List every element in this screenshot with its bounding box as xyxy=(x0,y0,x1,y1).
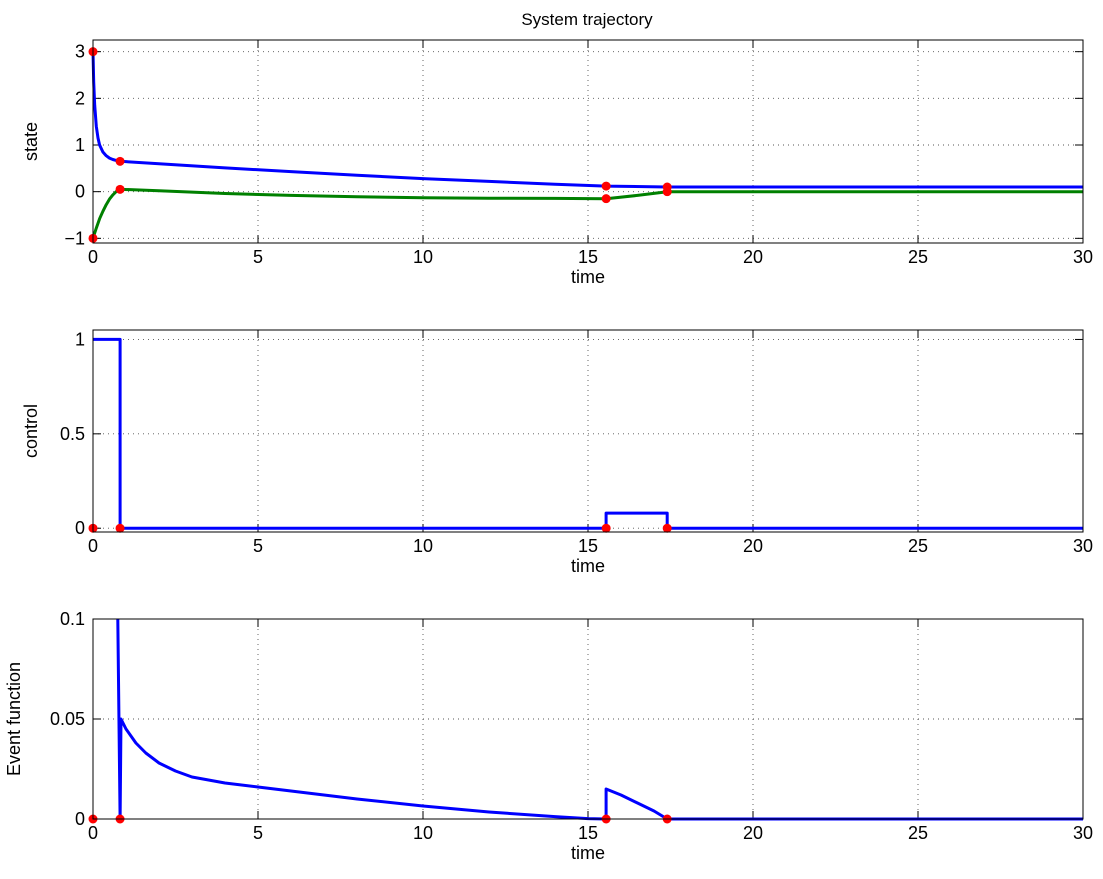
y-tick-label: 0.1 xyxy=(60,609,85,629)
y-tick-label: −1 xyxy=(64,228,85,248)
event-function-subplot: 0 5 10 15 20 25 30 0 0.05 0.1 time Event function xyxy=(4,609,1093,863)
event-marker xyxy=(601,523,611,533)
x-tick-label: 10 xyxy=(413,536,433,556)
chart-title: System trajectory xyxy=(521,10,653,29)
event-marker xyxy=(601,181,611,191)
x-tick-label: 25 xyxy=(908,823,928,843)
x-axis-label: time xyxy=(571,267,605,287)
x-tick-label: 0 xyxy=(88,823,98,843)
y-tick-label: 0.05 xyxy=(50,709,85,729)
y-tick-label: 0 xyxy=(75,518,85,538)
x-tick-label: 20 xyxy=(743,247,763,267)
x-tick-label: 25 xyxy=(908,536,928,556)
x-tick-label: 15 xyxy=(578,823,598,843)
y-axis-label: control xyxy=(21,404,41,458)
y-tick-label: 0 xyxy=(75,809,85,829)
y-tick-label: 1 xyxy=(75,135,85,155)
event-marker xyxy=(115,523,125,533)
x-tick-label: 10 xyxy=(413,823,433,843)
y-tick-label: 0 xyxy=(75,182,85,202)
x-tick-label: 30 xyxy=(1073,823,1093,843)
series-line xyxy=(91,187,1083,239)
series-line xyxy=(116,618,1083,821)
x-tick-label: 15 xyxy=(578,247,598,267)
y-axis-label: state xyxy=(21,122,41,161)
event-marker xyxy=(115,156,125,166)
x-tick-label: 5 xyxy=(253,247,263,267)
y-tick-label: 3 xyxy=(75,42,85,62)
axes-frame xyxy=(92,329,1084,533)
x-axis-label: time xyxy=(571,843,605,863)
x-tick-label: 0 xyxy=(88,247,98,267)
x-tick-label: 30 xyxy=(1073,247,1093,267)
event-marker xyxy=(115,184,125,194)
y-axis-label: Event function xyxy=(4,662,24,776)
x-tick-label: 30 xyxy=(1073,536,1093,556)
x-tick-label: 25 xyxy=(908,247,928,267)
event-marker xyxy=(662,187,672,197)
x-tick-label: 20 xyxy=(743,823,763,843)
axes-frame xyxy=(92,618,1084,820)
event-marker xyxy=(601,194,611,204)
y-tick-label: 0.5 xyxy=(60,424,85,444)
x-tick-label: 5 xyxy=(253,536,263,556)
x-axis-label: time xyxy=(571,556,605,576)
y-tick-label: 2 xyxy=(75,88,85,108)
x-tick-label: 0 xyxy=(88,536,98,556)
axes-frame xyxy=(92,39,1084,244)
x-tick-label: 5 xyxy=(253,823,263,843)
x-tick-label: 15 xyxy=(578,536,598,556)
series-line xyxy=(91,51,1083,189)
y-tick-label: 1 xyxy=(75,329,85,349)
control-subplot: 0 5 10 15 20 25 30 0 0.5 1 time control xyxy=(21,329,1093,576)
x-tick-label: 20 xyxy=(743,536,763,556)
event-marker xyxy=(662,523,672,533)
x-tick-label: 10 xyxy=(413,247,433,267)
